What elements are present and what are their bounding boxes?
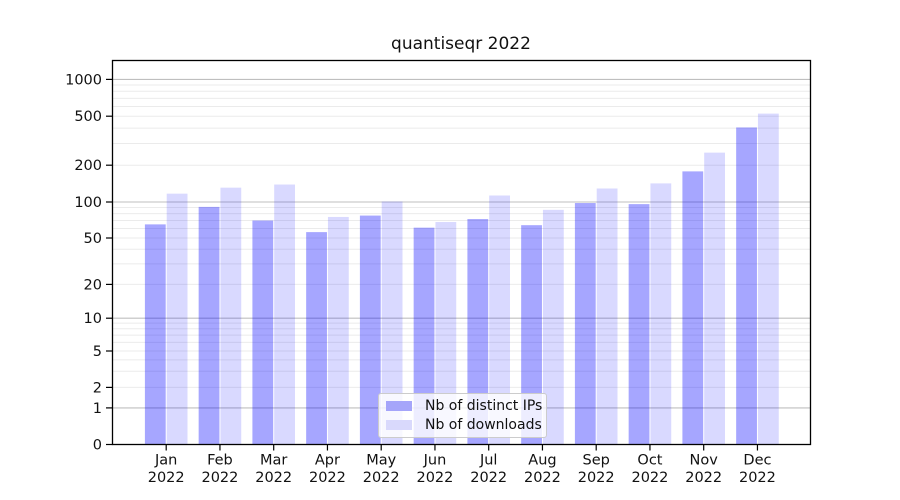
legend-item-distinct-ips: Nb of distinct IPs [386,399,542,413]
bar-downloads-mar [274,184,295,445]
bar-downloads-may [381,201,403,445]
y-tick-label: 10 [84,311,102,327]
bar-ips-sep [574,203,596,445]
bar-ips-apr [306,232,327,445]
x-tick-label-month: Mar [260,453,287,469]
y-tick-label: 50 [84,231,102,247]
x-tick-label-year: 2022 [201,470,238,486]
y-tick-label: 20 [84,277,102,293]
x-tick-label-month: Jan [154,453,177,469]
bar-downloads-sep [596,188,618,445]
bar-ips-aug [521,225,542,445]
x-tick-label-month: Jul [479,453,498,469]
y-tick-label: 200 [74,158,102,174]
bar-layer [144,113,779,445]
bar-ips-mar [252,220,274,445]
legend: Nb of distinct IPs Nb of downloads [378,393,547,438]
x-tick-label-year: 2022 [470,470,507,486]
bar-downloads-apr [327,216,349,445]
bar-ips-nov [682,171,704,445]
legend-swatch-downloads-icon [386,419,412,430]
bar-ips-jan [144,224,166,445]
x-tick-label-month: Dec [743,453,771,469]
x-tick-label-year: 2022 [739,470,776,486]
axis-layer: 01251020501002005001000Jan2022Feb2022Mar… [65,59,812,486]
x-tick-label-month: Aug [528,453,556,469]
chart-title: quantiseqr 2022 [391,34,531,54]
bar-downloads-jan [166,193,188,445]
x-tick-label-year: 2022 [578,470,615,486]
legend-swatch-ips-icon [386,401,412,412]
x-tick-label-year: 2022 [363,470,400,486]
x-tick-label-year: 2022 [524,470,561,486]
bar-downloads-dec [757,113,779,445]
x-tick-label-year: 2022 [148,470,185,486]
x-tick-label-month: May [366,453,396,469]
x-tick-label-month: Feb [207,453,233,469]
bar-downloads-feb [220,187,242,445]
y-tick-label: 500 [74,109,102,125]
bar-downloads-oct [650,183,672,445]
x-tick-label-year: 2022 [309,470,346,486]
x-tick-label-month: Oct [637,453,662,469]
x-tick-label-month: Jun [423,453,447,469]
x-tick-label-year: 2022 [631,470,668,486]
bar-ips-feb [198,206,220,445]
y-tick-label: 100 [74,195,102,211]
x-tick-label-month: Nov [690,453,719,469]
y-tick-label: 5 [93,344,102,360]
bar-downloads-aug [542,209,564,445]
y-tick-label: 1 [93,401,102,417]
y-tick-label: 1000 [65,72,102,88]
legend-label-downloads: Nb of downloads [425,416,542,433]
y-tick-label: 2 [93,380,102,396]
x-tick-label-month: Sep [583,453,610,469]
x-tick-label-year: 2022 [685,470,722,486]
y-tick-label: 0 [93,438,102,454]
x-tick-label-year: 2022 [255,470,292,486]
x-tick-label-year: 2022 [416,470,453,486]
x-tick-label-month: Apr [315,453,340,469]
bar-ips-may [359,215,381,445]
bar-ips-jul [467,219,489,445]
legend-item-downloads: Nb of downloads [386,418,542,432]
legend-label-ips: Nb of distinct IPs [425,398,543,415]
bar-downloads-nov [704,152,725,445]
plot-border [111,59,812,446]
bar-ips-oct [628,204,650,445]
bar-downloads-jul [489,195,510,445]
bar-ips-dec [736,127,757,445]
bar-downloads-jun [435,222,457,445]
bar-ips-jun [413,227,435,445]
